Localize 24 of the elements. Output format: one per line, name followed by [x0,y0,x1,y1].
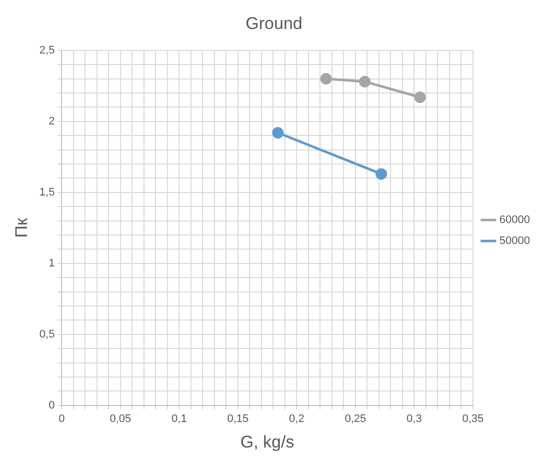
legend-label: 60000 [499,214,530,226]
y-tick-label: 1,5 [39,186,55,198]
x-tick-label: 0,15 [227,413,249,426]
x-tick-label: 0,1 [172,413,187,426]
point [320,73,332,85]
legend-label: 50000 [499,235,530,248]
x-tick-label: 0,05 [110,413,132,426]
y-tick-label: 0,5 [39,328,55,340]
point [376,168,388,180]
x-tick-label: 0,35 [462,413,484,426]
point [359,76,371,88]
y-tick-label: 2,5 [39,44,55,56]
x-tick-label: 0 [58,413,65,426]
point [272,127,284,139]
chart-title: Ground [246,14,302,33]
point [414,92,426,104]
x-tick-label: 0,25 [344,413,366,426]
y-tick-label: 2 [48,115,55,128]
x-tick-label: 0,3 [406,413,422,426]
x-axis-title: G, kg/s [240,432,294,452]
y-tick-label: 1 [48,257,55,270]
y-axis-title: Пк [12,218,31,238]
x-tick-label: 0,2 [289,413,304,426]
y-tick-label: 0 [48,399,55,412]
